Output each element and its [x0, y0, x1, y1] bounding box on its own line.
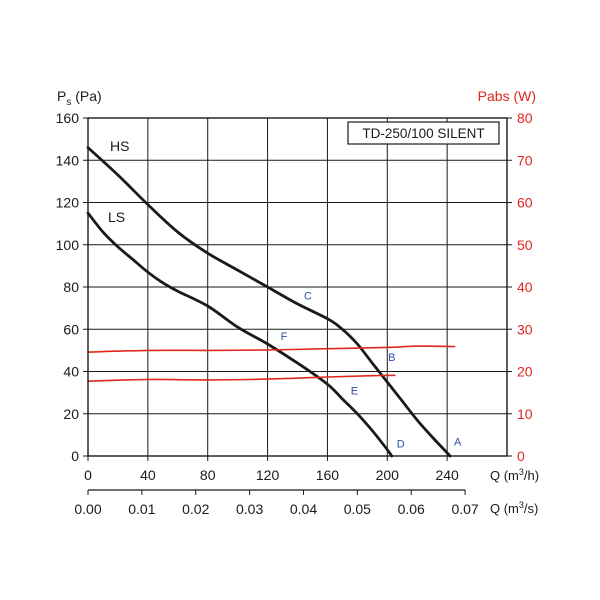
right-tick-label: 40	[517, 279, 533, 295]
x2-tick-label: 0.07	[451, 501, 478, 517]
x-axis-ticks: 0 40 80 120 160 200 240	[84, 456, 459, 483]
right-tick-label: 0	[517, 448, 525, 464]
pressure-curve-hs	[86, 146, 452, 458]
right-tick-label: 30	[517, 321, 533, 337]
power-curve-2	[87, 345, 456, 353]
point-label-a: A	[454, 436, 462, 448]
left-tick-label: 100	[56, 237, 80, 253]
x-tick-label: 240	[435, 467, 459, 483]
left-tick-label: 40	[63, 364, 79, 380]
x2-tick-label: 0.06	[398, 501, 425, 517]
x-tick-label: 80	[200, 467, 216, 483]
right-tick-label: 50	[517, 237, 533, 253]
left-axis-ticks: 0 20 40 60 80 100 120 140 160	[56, 110, 88, 464]
x2-tick-label: 0.05	[344, 501, 371, 517]
pressure-curve-ls	[86, 211, 394, 458]
x-axis-label-sup: 3	[519, 467, 524, 477]
right-axis-label: Pabs (W)	[478, 88, 536, 104]
x-tick-label: 40	[140, 467, 156, 483]
point-label-d: D	[397, 439, 405, 451]
left-axis-label-sub: s	[66, 97, 71, 108]
point-label-c: C	[304, 291, 312, 303]
grid	[87, 117, 507, 457]
left-tick-label: 60	[63, 321, 79, 337]
x2-axis-ticks: 0.00 0.01 0.02 0.03 0.04 0.05 0.06 0.07	[74, 489, 479, 517]
x-axis-label-pre: Q (m	[490, 468, 519, 483]
left-tick-label: 80	[63, 279, 79, 295]
right-tick-label: 80	[517, 110, 533, 126]
right-tick-label: 10	[517, 406, 533, 422]
title-box	[347, 121, 500, 145]
power-curve-3	[87, 374, 396, 382]
series-layer	[86, 146, 456, 458]
left-tick-label: 20	[63, 406, 79, 422]
x-axis-label-post: /h)	[524, 468, 539, 483]
x2-axis-label-pre: Q (m	[490, 501, 519, 516]
series-label-ls: LS	[108, 209, 125, 225]
x2-tick-label: 0.01	[128, 501, 155, 517]
x2-axis-label-post: /s)	[524, 501, 538, 516]
right-axis-ticks: 0 10 20 30 40 50 60 70 80	[507, 110, 533, 464]
right-tick-label: 20	[517, 364, 533, 380]
x2-tick-label: 0.04	[290, 501, 317, 517]
left-tick-label: 0	[71, 448, 79, 464]
x-tick-label: 160	[316, 467, 340, 483]
left-axis-label: Ps (Pa)	[57, 88, 102, 108]
left-tick-label: 160	[56, 110, 80, 126]
left-tick-label: 140	[56, 152, 80, 168]
x2-tick-label: 0.02	[182, 501, 209, 517]
point-label-f: F	[281, 331, 288, 343]
left-axis-label-main: P	[57, 88, 66, 104]
left-axis-label-rest: (Pa)	[71, 88, 101, 104]
chart-title: TD-250/100 SILENT	[362, 126, 484, 141]
point-labels: A B C D E F	[281, 291, 462, 451]
right-tick-label: 70	[517, 152, 533, 168]
right-tick-label: 60	[517, 195, 533, 211]
x-tick-label: 0	[84, 467, 92, 483]
x2-axis-label: Q (m3/s)	[490, 500, 538, 516]
x2-tick-label: 0.03	[236, 501, 263, 517]
series-label-hs: HS	[110, 138, 129, 154]
x2-tick-label: 0.00	[74, 501, 101, 517]
point-label-e: E	[351, 386, 358, 398]
x-tick-label: 200	[376, 467, 400, 483]
point-label-b: B	[388, 352, 395, 364]
x-axis-label: Q (m3/h)	[490, 467, 539, 483]
left-tick-label: 120	[56, 195, 80, 211]
x-tick-label: 120	[256, 467, 280, 483]
x2-axis-label-sup: 3	[519, 500, 524, 510]
